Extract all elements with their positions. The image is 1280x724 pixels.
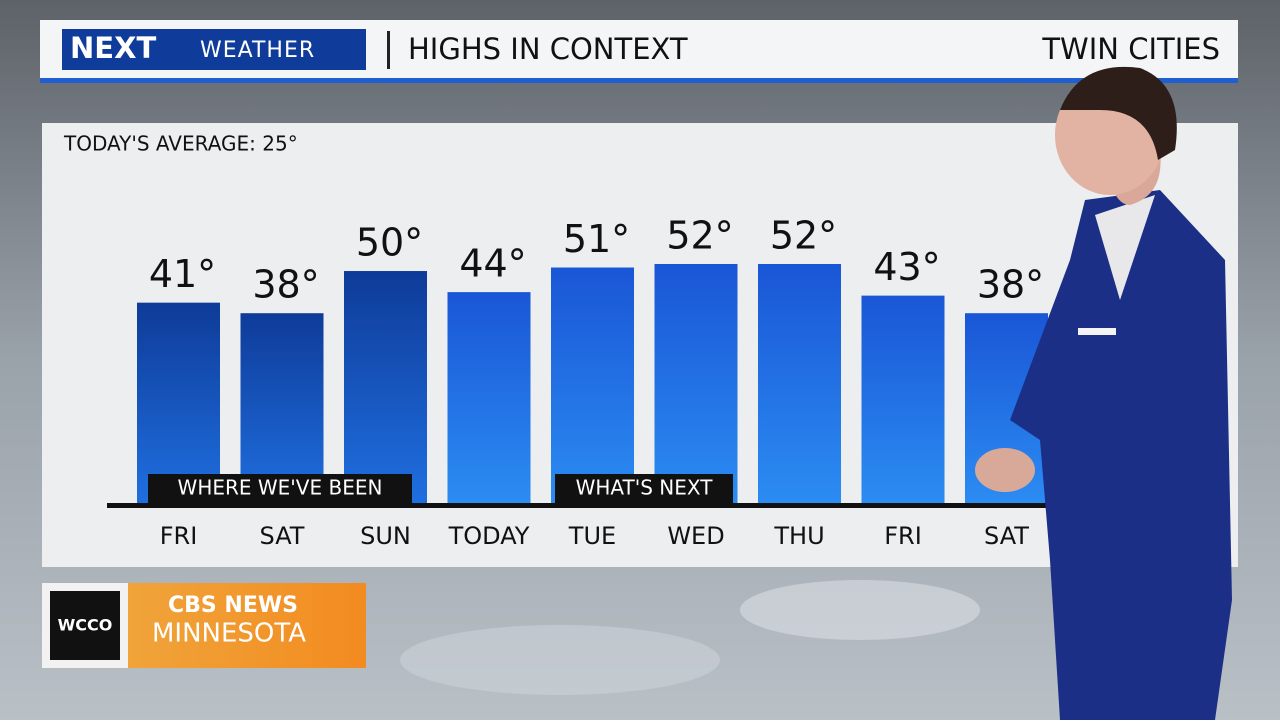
brand-sub: WEATHER	[200, 38, 315, 63]
network-box	[128, 583, 366, 668]
region: MINNESOTA	[152, 619, 306, 649]
bar	[137, 302, 220, 503]
value-label: 51°	[563, 217, 630, 261]
bar	[240, 313, 324, 503]
x-tick-label: TODAY	[448, 522, 530, 550]
annotation: WHAT'S NEXT	[576, 476, 714, 500]
bar	[447, 292, 531, 503]
chart: 41° FRI 38° SAT 50° SUN 44° TODAY 51° TUE 52° WED 52…	[137, 214, 1048, 550]
value-label: 52°	[770, 214, 837, 258]
x-tick-label: THU	[773, 522, 824, 550]
brand: NEXT	[70, 31, 156, 65]
station-badge	[50, 591, 120, 660]
bar	[344, 271, 427, 503]
annotation-box	[148, 474, 412, 503]
bar	[654, 264, 738, 503]
x-tick-label: SAT	[260, 522, 305, 550]
cloud	[400, 625, 720, 695]
value-label: 43°	[873, 245, 940, 289]
value-label: 52°	[666, 214, 733, 258]
chart-title: TODAY'S AVERAGE: 25°	[63, 132, 298, 156]
bar	[551, 267, 634, 503]
value-label: 41°	[149, 252, 216, 296]
x-tick-label: FRI	[884, 522, 922, 550]
x-tick-label: SUN	[360, 522, 411, 550]
divider	[387, 31, 390, 69]
baseline	[107, 503, 1052, 508]
x-tick-label: TUE	[568, 522, 616, 550]
annotation-box	[555, 474, 733, 503]
header-underline	[40, 78, 1238, 83]
x-tick-label: SAT	[984, 522, 1029, 550]
value-label: 50°	[356, 221, 423, 265]
value-label: 44°	[459, 242, 526, 286]
network: CBS NEWS	[168, 593, 298, 618]
value-label: 38°	[252, 263, 319, 307]
location: TWIN CITIES	[1041, 32, 1220, 66]
x-tick-label: FRI	[160, 522, 198, 550]
x-tick-label: WED	[667, 522, 724, 550]
presenter	[975, 66, 1232, 720]
header-title: HIGHS IN CONTEXT	[408, 32, 688, 66]
station: WCCO	[58, 616, 113, 635]
bar	[758, 264, 841, 503]
annotation: WHERE WE'VE BEEN	[178, 476, 383, 500]
bar	[861, 295, 945, 503]
value-label: 38°	[977, 263, 1044, 307]
cloud	[740, 580, 980, 640]
logo-box	[62, 29, 366, 70]
